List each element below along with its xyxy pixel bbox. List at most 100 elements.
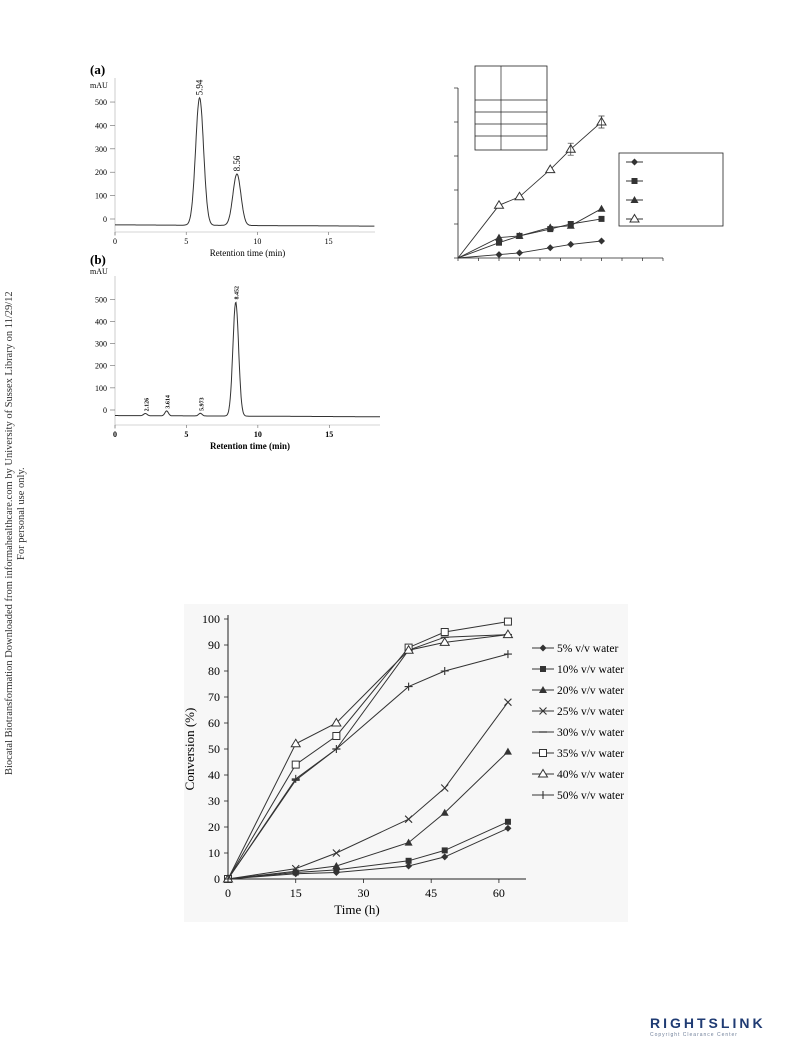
series-line: [227, 827, 509, 880]
data-point: [495, 251, 503, 259]
conversion-line-chart: 0 10 20 30 40 50 60 70 80 90 100 0 15 30 45 60 Time (h) C…: [182, 604, 628, 922]
series-line: [457, 208, 602, 259]
data-point: [404, 838, 413, 846]
data-point: [503, 650, 512, 659]
data-point: [440, 628, 449, 636]
y-tick-label: 0: [103, 215, 107, 224]
x-tick-label: 15: [325, 430, 333, 439]
x-tick-label: 60: [493, 886, 505, 900]
data-point: [224, 875, 232, 883]
y-tick-label: 400: [95, 317, 107, 326]
data-point: [439, 636, 451, 646]
plot-backdrop: [184, 604, 628, 922]
data-point: [496, 239, 502, 246]
y-tick-label: 20: [208, 820, 220, 834]
series-line: [227, 634, 508, 880]
legend-label: 5% v/v water: [557, 643, 618, 655]
data-point: [566, 221, 575, 229]
small-line-chart: [454, 65, 724, 261]
legend-label: 10% v/v water: [557, 664, 624, 676]
legend-marker: [539, 686, 547, 693]
series-line: [227, 634, 509, 880]
side-notice-line1: Biocatal Biotransformation Downloaded fr…: [4, 291, 15, 775]
series-line: [457, 218, 602, 259]
chromatogram-trace: [114, 96, 375, 227]
data-point: [405, 862, 413, 870]
chromatogram-trace: [115, 301, 380, 418]
legend-label: 50% v/v water: [557, 790, 624, 802]
data-point: [503, 747, 512, 755]
peak-label: 8.56: [232, 155, 242, 171]
data-point: [546, 244, 554, 252]
series-3: [224, 747, 512, 882]
inset-table: [474, 65, 548, 151]
y-unit-label: mAU: [90, 267, 108, 276]
legend-marker: [539, 791, 547, 799]
y-tick-label: 70: [208, 690, 220, 704]
x-tick-label: 5: [184, 237, 188, 246]
chromatogram-b: (b)mAU 0 100 200 300 400 500 0 5 10 15 Retention ti…: [90, 252, 380, 451]
inset-table-frame: [474, 65, 548, 151]
peak-label: 5.94: [195, 79, 205, 95]
rightslink-subtitle: Copyright Clearance Center: [650, 1032, 738, 1038]
series-line: [227, 621, 509, 880]
y-tick-label: 100: [95, 384, 107, 393]
error-bar: [567, 142, 574, 156]
data-point: [495, 233, 503, 241]
legend-label: 25% v/v water: [557, 706, 624, 718]
x-axis-title: Time (h): [334, 902, 379, 917]
data-point: [440, 784, 449, 792]
series-8: [224, 650, 512, 883]
x-axis-title: Retention time (min): [210, 248, 286, 258]
x-tick-label: 0: [113, 237, 117, 246]
data-point: [514, 191, 525, 201]
data-point: [291, 864, 300, 873]
data-point: [290, 738, 302, 748]
series-2: [457, 215, 605, 259]
data-point: [291, 774, 300, 783]
data-point: [332, 849, 341, 857]
x-tick-label: 0: [113, 430, 117, 439]
x-tick-label: 0: [225, 886, 231, 900]
data-point: [502, 629, 514, 639]
data-point: [441, 853, 449, 861]
series-line: [227, 751, 509, 880]
y-tick-label: 500: [95, 98, 107, 107]
data-point: [504, 824, 512, 832]
data-point: [332, 745, 341, 753]
y-tick-label: 0: [103, 406, 107, 415]
x-tick-label: 10: [254, 430, 262, 439]
panel-tag: (a): [90, 62, 105, 77]
legend-marker: [540, 666, 546, 672]
series-7: [222, 629, 514, 883]
peak-label: 8.452: [235, 286, 241, 300]
data-point: [503, 617, 512, 626]
legend-marker: [631, 178, 638, 184]
y-tick-label: 400: [95, 121, 107, 130]
data-point: [330, 717, 342, 727]
rightslink-wordmark: RIGHTSLINK: [650, 1015, 766, 1031]
chromatogram-a: (a) mAU 0 100 200 300 400 500 0 5 10 15 Retention ti…: [90, 62, 375, 258]
x-tick-label: 45: [425, 886, 437, 900]
data-point: [598, 237, 605, 245]
series-line: [227, 701, 509, 880]
data-point: [516, 249, 523, 257]
legend: [618, 152, 724, 227]
y-tick-label: 0: [214, 872, 220, 886]
data-point: [493, 199, 505, 209]
y-tick-label: 100: [202, 612, 220, 626]
side-notice-line2: For personal use only.: [16, 467, 27, 560]
x-tick-label: 30: [357, 886, 369, 900]
peak-label: 2.126: [144, 398, 150, 412]
series-1: [457, 237, 605, 259]
rightslink-logo: RIGHTSLINK Copyright Clearance Center: [650, 1015, 766, 1038]
series-line: [457, 240, 602, 259]
data-point: [403, 644, 414, 654]
x-tick-label: 5: [184, 430, 188, 439]
series-line: [227, 653, 509, 880]
data-point: [441, 847, 448, 854]
data-point: [440, 667, 449, 675]
x-tick-label: 10: [253, 237, 261, 246]
data-point: [546, 223, 555, 231]
data-point: [504, 698, 512, 707]
